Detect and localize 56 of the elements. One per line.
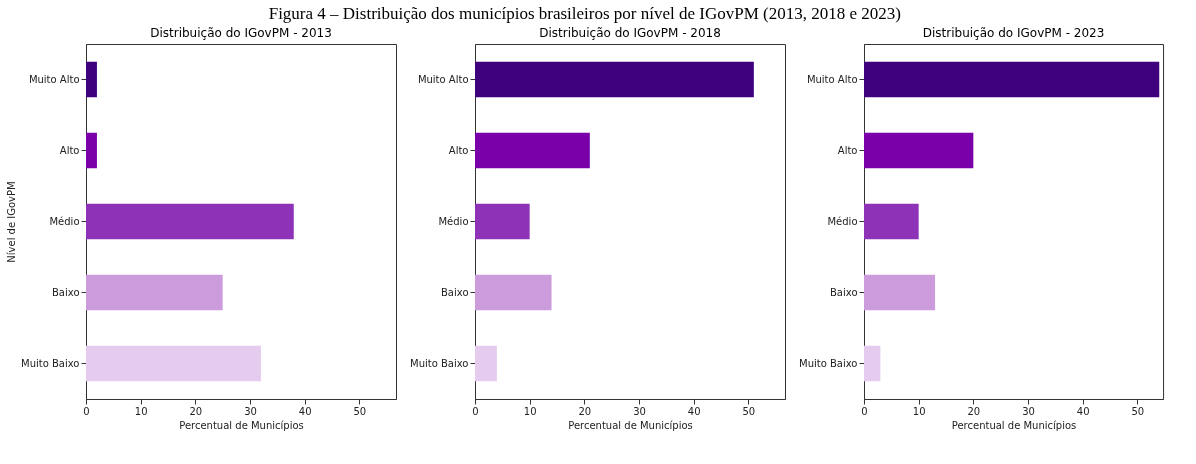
bar [864, 132, 974, 169]
bar [475, 203, 530, 240]
x-tick-label: 20 [967, 405, 981, 417]
x-tick-label: 30 [1022, 405, 1035, 417]
x-tick-label: 0 [472, 405, 479, 417]
y-tick-label: Muito Baixo [410, 357, 469, 369]
y-tick-label: Médio [827, 215, 858, 227]
y-axis-title: Nível de IGovPM [6, 181, 18, 263]
bar [86, 345, 261, 382]
y-tick-label: Muito Alto [417, 73, 469, 85]
bar [864, 345, 881, 382]
bar [475, 61, 754, 98]
x-tick-label: 50 [1131, 405, 1145, 417]
chart-title: Distribuição do IGovPM - 2018 [539, 26, 721, 40]
y-tick-label: Muito Alto [28, 73, 80, 85]
x-tick-label: 10 [912, 405, 926, 417]
bar [86, 274, 223, 311]
x-tick-label: 50 [353, 405, 367, 417]
x-axis-title: Percentual de Municípios [568, 419, 693, 431]
bar [475, 345, 497, 382]
y-tick-label: Médio [438, 215, 469, 227]
bar [864, 274, 936, 311]
y-tick-label: Alto [448, 144, 469, 156]
y-tick-label: Muito Alto [806, 73, 858, 85]
y-tick-label: Baixo [830, 286, 858, 298]
x-tick-label: 40 [298, 405, 312, 417]
bar [475, 132, 590, 169]
text: Figura 4 – Distribuição dos municípios brasileiros por nível de IGovPM (2013, 2018 e 2023) [268, 3, 901, 23]
x-tick-label: 20 [189, 405, 203, 417]
x-tick-label: 0 [83, 405, 90, 417]
x-axis-title: Percentual de Municípios [179, 419, 304, 431]
bar [86, 61, 97, 98]
x-tick-label: 30 [244, 405, 257, 417]
x-axis-title: Percentual de Municípios [951, 419, 1077, 431]
y-tick-label: Muito Baixo [21, 357, 80, 369]
bar [475, 274, 552, 311]
y-tick-label: Alto [837, 144, 858, 156]
y-tick-label: Muito Baixo [799, 357, 858, 369]
x-tick-label: 0 [861, 405, 868, 417]
bar [864, 61, 1160, 98]
y-tick-label: Baixo [441, 286, 469, 298]
chart-title: Distribuição do IGovPM - 2013 [150, 26, 332, 40]
x-tick-label: 30 [633, 405, 646, 417]
chart-title: Distribuição do IGovPM - 2023 [922, 26, 1105, 40]
x-tick-label: 20 [578, 405, 592, 417]
x-tick-label: 50 [742, 405, 756, 417]
x-tick-label: 10 [134, 405, 148, 417]
bar [86, 203, 294, 240]
x-tick-label: 10 [523, 405, 537, 417]
x-tick-label: 40 [1076, 405, 1090, 417]
bar [86, 132, 97, 169]
x-tick-label: 40 [687, 405, 701, 417]
y-tick-label: Médio [49, 215, 80, 227]
y-tick-label: Baixo [52, 286, 80, 298]
bar [864, 203, 919, 240]
y-tick-label: Alto [59, 144, 80, 156]
